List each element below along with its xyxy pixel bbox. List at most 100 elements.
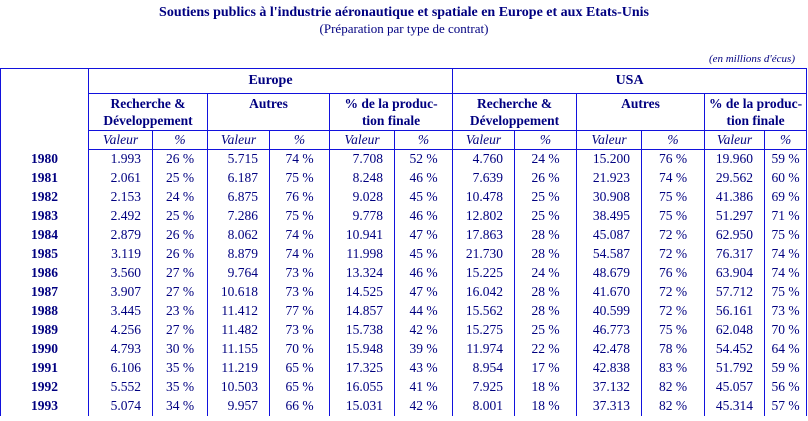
year-cell: 1981 (31, 170, 58, 185)
region-header-europe: Europe (87, 68, 453, 94)
valeur-cell: 10.941 (329, 225, 395, 245)
year-cell: 1988 (31, 303, 58, 318)
percent-cell: 75 % (641, 320, 705, 340)
valeur-cell: 42.478 (576, 339, 642, 359)
percent-cell: 71 % (764, 206, 807, 226)
valeur-cell: 8.248 (329, 168, 395, 188)
valeur-cell: 6.187 (207, 168, 270, 188)
valeur-cell: 38.495 (576, 206, 642, 226)
valeur-cell: 19.960 (704, 149, 765, 169)
year-cell: 1989 (31, 322, 58, 337)
percent-cell: 35 % (152, 377, 208, 397)
table-row: 1980 1.993 26 % 5.715 74 % 7.708 52 % 4.760 24 %… (1, 149, 807, 169)
valeur-cell: 40.599 (576, 301, 642, 321)
sub-header-percent: % (641, 130, 705, 150)
group-header-usa-autres: Autres (576, 93, 705, 131)
valeur-cell: 21.730 (452, 244, 515, 264)
sub-header-valeur: Valeur (576, 130, 642, 150)
percent-cell: 82 % (641, 396, 705, 416)
percent-cell: 44 % (393, 301, 453, 321)
valeur-cell: 7.639 (452, 168, 515, 188)
valeur-cell: 15.031 (329, 396, 395, 416)
percent-cell: 25 % (514, 206, 577, 226)
year-cell: 1983 (31, 208, 58, 223)
percent-cell: 25 % (514, 320, 577, 340)
valeur-cell: 37.313 (576, 396, 642, 416)
table-row: 1982 2.153 24 % 6.875 76 % 9.028 45 % 10.478 25 … (1, 187, 807, 207)
valeur-cell: 8.954 (452, 358, 515, 378)
percent-cell: 28 % (514, 225, 577, 245)
valeur-cell: 2.061 (88, 168, 153, 188)
valeur-cell: 37.132 (576, 377, 642, 397)
valeur-cell: 3.907 (88, 282, 153, 302)
valeur-cell: 4.760 (452, 149, 515, 169)
group-header-row: Recherche & Développement Autres % de la… (1, 93, 807, 131)
sub-header-valeur: Valeur (452, 130, 515, 150)
table-row: 1988 3.445 23 % 11.412 77 % 14.857 44 % 15.562 2… (1, 301, 807, 321)
percent-cell: 18 % (514, 377, 577, 397)
percent-cell: 43 % (393, 358, 453, 378)
percent-cell: 22 % (514, 339, 577, 359)
year-cell: 1987 (31, 284, 58, 299)
valeur-cell: 15.275 (452, 320, 515, 340)
percent-cell: 73 % (764, 301, 807, 321)
percent-cell: 72 % (641, 282, 705, 302)
year-cell: 1982 (31, 189, 58, 204)
table-row: 1981 2.061 25 % 6.187 75 % 8.248 46 % 7.639 26 %… (1, 168, 807, 188)
valeur-cell: 42.838 (576, 358, 642, 378)
percent-cell: 75 % (269, 206, 330, 226)
group-header-line: tion finale (361, 113, 421, 128)
percent-cell: 75 % (764, 282, 807, 302)
table-row: 1993 5.074 34 % 9.957 66 % 15.031 42 % 8.001 18 … (1, 396, 807, 416)
percent-cell: 65 % (269, 358, 330, 378)
group-header-line: Développement (103, 113, 193, 128)
valeur-cell: 5.552 (88, 377, 153, 397)
valeur-cell: 45.057 (704, 377, 765, 397)
percent-cell: 24 % (514, 149, 577, 169)
valeur-cell: 11.412 (207, 301, 270, 321)
table-row: 1986 3.560 27 % 9.764 73 % 13.324 46 % 15.225 24… (1, 263, 807, 283)
year-cell: 1992 (31, 379, 58, 394)
valeur-cell: 45.087 (576, 225, 642, 245)
valeur-cell: 51.297 (704, 206, 765, 226)
percent-cell: 27 % (152, 320, 208, 340)
percent-cell: 75 % (641, 187, 705, 207)
sub-header-percent: % (152, 130, 208, 150)
percent-cell: 74 % (269, 225, 330, 245)
valeur-cell: 17.863 (452, 225, 515, 245)
percent-cell: 72 % (641, 301, 705, 321)
percent-cell: 30 % (152, 339, 208, 359)
percent-cell: 72 % (641, 244, 705, 264)
year-cell: 1985 (31, 246, 58, 261)
percent-cell: 74 % (764, 263, 807, 283)
table-row: 1983 2.492 25 % 7.286 75 % 9.778 46 % 12.802 25 … (1, 206, 807, 226)
percent-cell: 82 % (641, 377, 705, 397)
sub-header-percent: % (393, 130, 453, 150)
valeur-cell: 15.200 (576, 149, 642, 169)
sub-header-row: Valeur % Valeur % Valeur % Valeur % Vale… (1, 130, 807, 150)
valeur-cell: 4.256 (88, 320, 153, 340)
sub-header-valeur: Valeur (88, 130, 153, 150)
percent-cell: 35 % (152, 358, 208, 378)
percent-cell: 45 % (393, 244, 453, 264)
valeur-cell: 11.998 (329, 244, 395, 264)
valeur-cell: 62.950 (704, 225, 765, 245)
table-body: 1980 1.993 26 % 5.715 74 % 7.708 52 % 4.760 24 %… (1, 149, 807, 416)
valeur-cell: 6.106 (88, 358, 153, 378)
valeur-cell: 56.161 (704, 301, 765, 321)
percent-cell: 52 % (393, 149, 453, 169)
valeur-cell: 11.155 (207, 339, 270, 359)
year-cell: 1993 (31, 398, 58, 413)
percent-cell: 59 % (764, 358, 807, 378)
valeur-cell: 15.738 (329, 320, 395, 340)
percent-cell: 75 % (641, 206, 705, 226)
percent-cell: 73 % (269, 282, 330, 302)
valeur-cell: 5.074 (88, 396, 153, 416)
percent-cell: 74 % (269, 149, 330, 169)
group-header-line: tion finale (726, 113, 785, 128)
valeur-cell: 11.219 (207, 358, 270, 378)
valeur-cell: 6.875 (207, 187, 270, 207)
percent-cell: 18 % (514, 396, 577, 416)
valeur-cell: 2.153 (88, 187, 153, 207)
sub-header-percent: % (764, 130, 807, 150)
